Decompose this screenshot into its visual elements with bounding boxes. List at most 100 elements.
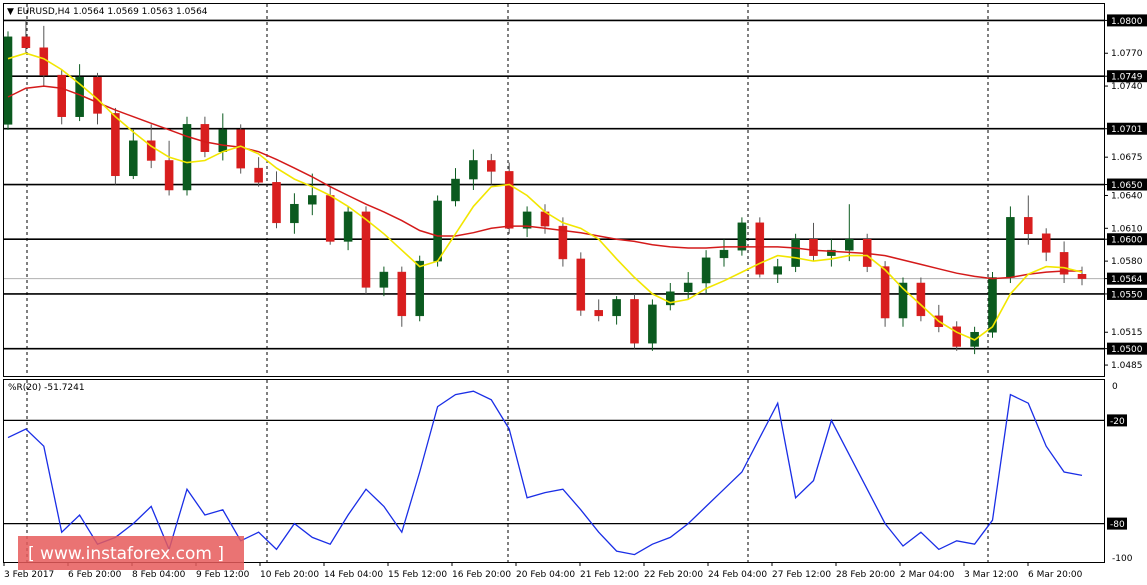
- price-tick-label-3: 1.0740: [1111, 82, 1143, 92]
- candle-body-56: [1006, 217, 1015, 278]
- indicator-plot-frame: [3, 379, 1105, 563]
- candle-body-49: [880, 266, 890, 319]
- wpr-level-box-2: [1107, 517, 1127, 530]
- candle-body-2: [39, 47, 49, 76]
- wpr-line: [7, 390, 1083, 556]
- candle-body-26: [469, 160, 478, 180]
- time-label-8: 20 Feb 04:00: [516, 570, 575, 580]
- time-label-16: 6 Mar 20:00: [1028, 570, 1083, 580]
- level-box-label-3: 1.0650: [1111, 181, 1143, 191]
- candle-body-1: [21, 36, 31, 49]
- price-tick-label-15: 1.0485: [1111, 361, 1143, 371]
- wpr-tick-label-1: -20: [1110, 417, 1125, 427]
- watermark: [ www.instaforex.com ]: [28, 544, 224, 564]
- candle-body-53: [952, 326, 961, 347]
- time-label-0: 3 Feb 2017: [4, 570, 54, 580]
- wpr-level-box-1: [1107, 414, 1127, 427]
- candle-body-20: [361, 211, 371, 288]
- candle-body-27: [487, 160, 496, 172]
- price-tick-label-13: 1.0515: [1111, 328, 1143, 338]
- indicator-axis: 0 -20 -80 -100: [1107, 382, 1133, 564]
- candle-body-0: [3, 36, 13, 125]
- time-label-5: 14 Feb 04:00: [324, 570, 383, 580]
- candle-body-58: [1041, 233, 1051, 253]
- time-label-9: 21 Feb 12:00: [580, 570, 639, 580]
- candle-body-40: [719, 249, 729, 259]
- candle-body-39: [701, 257, 711, 284]
- time-label-3: 9 Feb 12:00: [196, 570, 250, 580]
- level-box-0: [1107, 14, 1147, 27]
- candle-body-59: [1059, 252, 1069, 275]
- candle-body-19: [343, 211, 353, 242]
- level-box-label-5: 1.0564: [1111, 275, 1143, 285]
- time-label-15: 3 Mar 12:00: [964, 570, 1019, 580]
- time-label-2: 8 Feb 04:00: [132, 570, 186, 580]
- candle-body-13: [236, 129, 245, 169]
- moving-averages: [7, 52, 1083, 341]
- candle-body-37: [666, 291, 675, 306]
- fast-ma-line: [7, 52, 1083, 341]
- candle-body-12: [218, 129, 228, 152]
- indicator-header: %R(20) -51.7241: [8, 383, 85, 393]
- candlesticks: [3, 20, 1087, 355]
- wpr-tick-label-2: -80: [1110, 520, 1125, 530]
- level-box-1: [1107, 70, 1147, 83]
- candle-body-38: [683, 282, 693, 293]
- candle-body-3: [57, 74, 66, 117]
- time-label-13: 28 Feb 20:00: [836, 570, 895, 580]
- price-tick-label-1: 1.0770: [1111, 49, 1143, 59]
- candle-body-11: [200, 124, 210, 152]
- candle-body-41: [737, 222, 747, 251]
- level-box-label-6: 1.0550: [1111, 290, 1143, 300]
- level-box-label-0: 1.0800: [1111, 17, 1143, 27]
- level-box-7: [1107, 342, 1147, 355]
- candle-body-35: [630, 299, 639, 344]
- candle-body-43: [773, 266, 782, 275]
- price-tick-label-7: 1.0640: [1111, 191, 1143, 201]
- candle-body-9: [164, 160, 174, 191]
- level-box-6: [1107, 287, 1147, 300]
- candle-body-18: [325, 195, 335, 242]
- time-label-12: 27 Feb 12:00: [772, 570, 831, 580]
- price-tick-label-10: 1.0580: [1111, 257, 1143, 267]
- candle-body-33: [594, 310, 603, 317]
- candle-body-34: [612, 299, 621, 317]
- price-tick-label-5: 1.0675: [1111, 153, 1143, 163]
- williams-r-indicator: [4, 390, 1104, 556]
- candle-body-45: [809, 238, 818, 256]
- candle-body-31: [558, 225, 568, 260]
- candle-body-55: [988, 277, 997, 333]
- candle-body-51: [916, 282, 926, 317]
- candle-body-42: [755, 222, 765, 275]
- time-label-1: 6 Feb 20:00: [68, 570, 122, 580]
- level-box-label-7: 1.0500: [1111, 345, 1143, 355]
- candle-body-15: [272, 182, 281, 224]
- candle-body-6: [111, 113, 120, 177]
- time-label-7: 16 Feb 20:00: [452, 570, 511, 580]
- candle-body-29: [522, 211, 532, 229]
- candle-body-24: [433, 200, 442, 262]
- time-label-10: 22 Feb 20:00: [644, 570, 703, 580]
- candle-body-44: [791, 238, 800, 267]
- candle-body-22: [397, 271, 407, 317]
- candle-body-47: [845, 238, 854, 251]
- time-label-6: 15 Feb 12:00: [388, 570, 447, 580]
- candle-body-21: [379, 271, 389, 288]
- candle-body-23: [415, 260, 424, 317]
- candle-body-46: [827, 249, 836, 256]
- vertical-gridlines: [26, 4, 989, 562]
- candle-body-32: [576, 258, 586, 311]
- candle-body-28: [504, 171, 514, 229]
- menu-arrow-icon[interactable]: ▼: [7, 7, 14, 17]
- level-box-label-1: 1.0749: [1111, 73, 1143, 83]
- time-axis: 3 Feb 2017 6 Feb 20:00 8 Feb 04:00 9 Feb 12…: [3, 562, 1083, 580]
- candle-body-60: [1077, 273, 1087, 279]
- time-label-4: 10 Feb 20:00: [260, 570, 319, 580]
- level-box-5: [1107, 272, 1147, 285]
- candle-body-8: [146, 140, 156, 161]
- candle-body-5: [93, 77, 102, 114]
- level-box-label-4: 1.0600: [1111, 236, 1143, 246]
- price-tick-label-8: 1.0610: [1111, 224, 1143, 234]
